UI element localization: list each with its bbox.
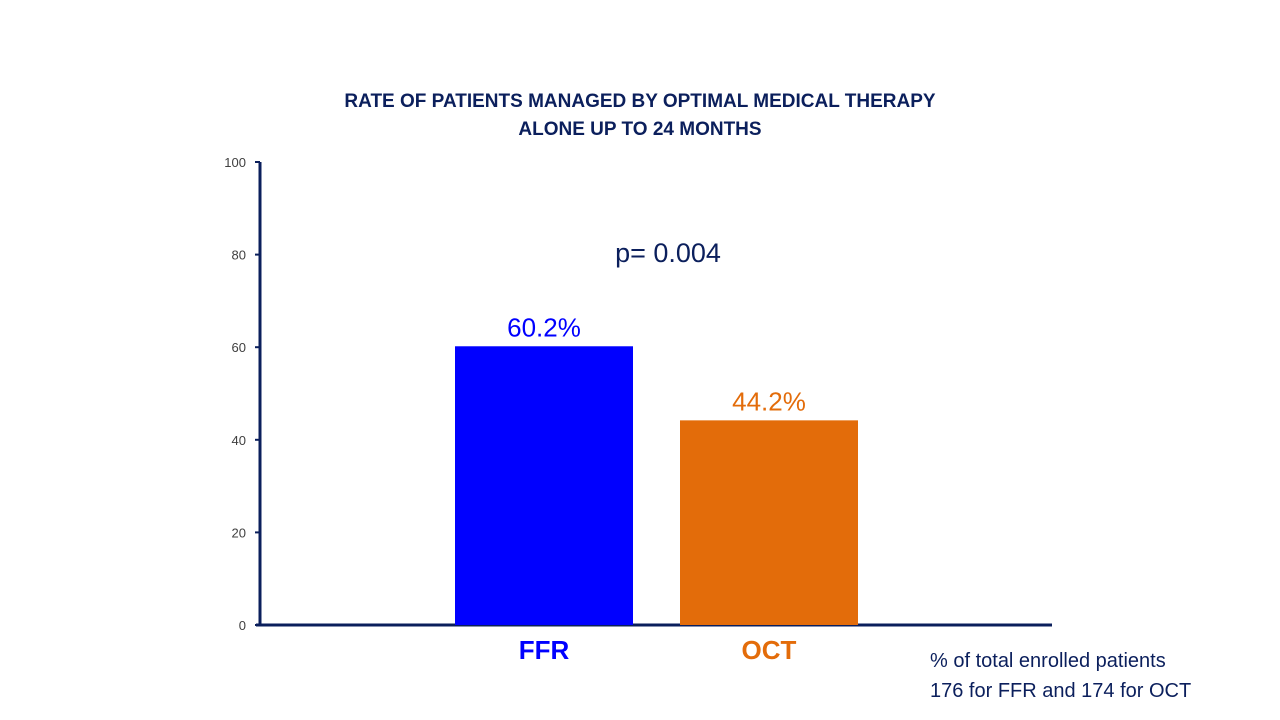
y-tick-label: 0 [239,618,246,633]
footnote-line-2: 176 for FFR and 174 for OCT [930,680,1192,702]
category-label-oct: OCT [742,635,797,665]
y-tick-label: 80 [232,248,246,263]
footnote-line-1: % of total enrolled patients [930,650,1166,672]
chart-title-line-2: ALONE UP TO 24 MONTHS [518,119,762,140]
value-label-ffr: 60.2% [507,312,581,342]
bar-oct [680,420,858,625]
bar-ffr [455,346,633,625]
y-tick-label: 20 [232,525,246,540]
footnote: % of total enrolled patients 176 for FFR… [930,646,1191,706]
y-tick-label: 100 [224,155,246,170]
value-label-oct: 44.2% [732,386,806,416]
chart-title: RATE OF PATIENTS MANAGED BY OPTIMAL MEDI… [240,88,1040,144]
chart-title-line-1: RATE OF PATIENTS MANAGED BY OPTIMAL MEDI… [344,91,936,112]
category-label-ffr: FFR [519,635,570,665]
y-tick-label: 60 [232,340,246,355]
p-value-annotation: p= 0.004 [615,238,721,268]
y-tick-label: 40 [232,433,246,448]
